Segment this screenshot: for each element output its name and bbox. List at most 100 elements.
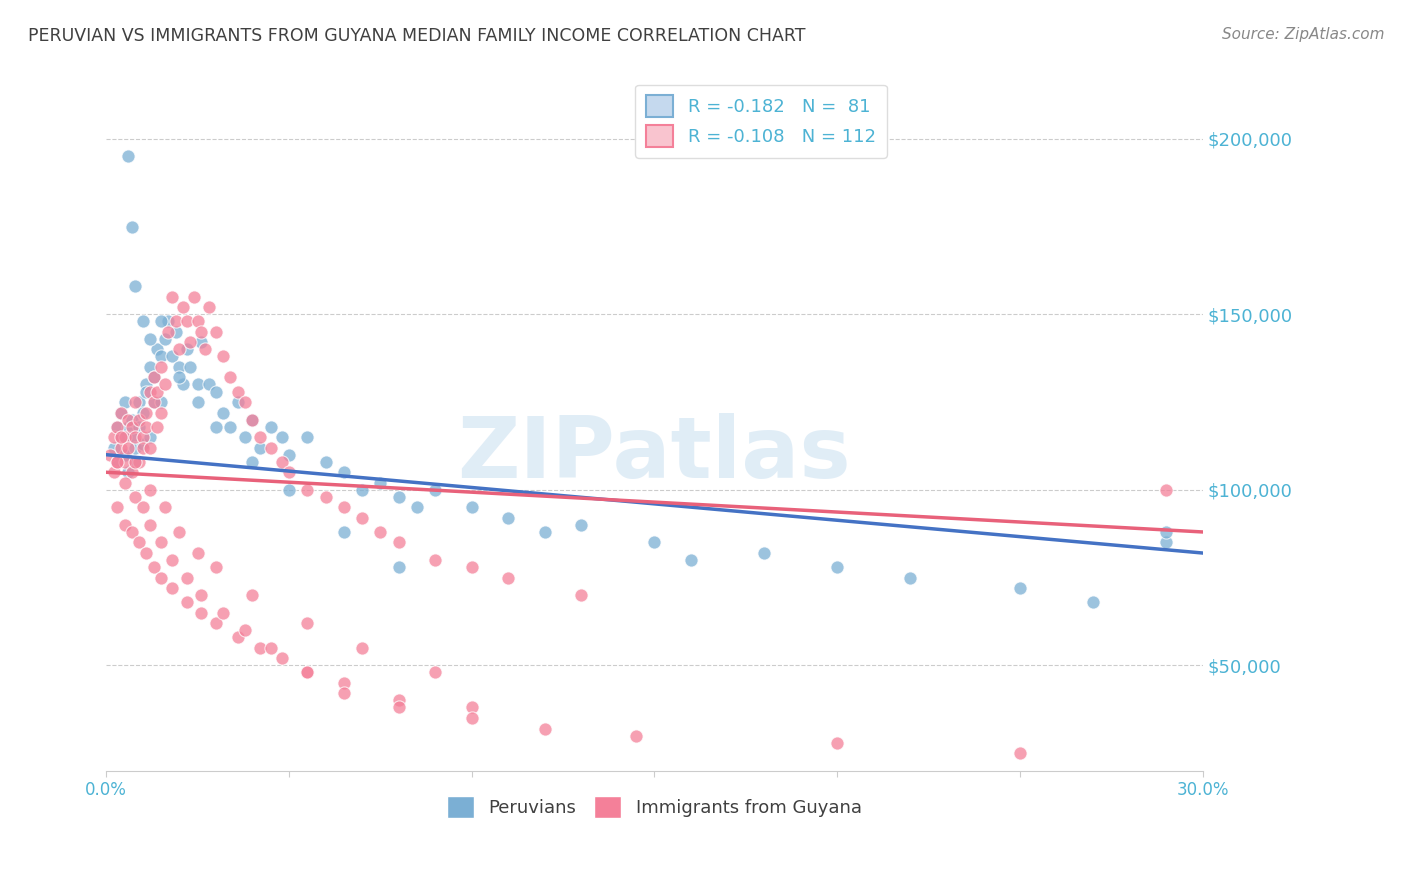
Point (157, 314, 180, 328)
Point (105, 419, 128, 434)
Point (679, 553, 702, 567)
Point (242, 412, 264, 426)
Point (132, 441, 155, 455)
Point (124, 490, 146, 504)
Point (176, 595, 198, 609)
Point (205, 325, 228, 339)
Point (110, 406, 132, 420)
Point (190, 588, 212, 602)
Point (135, 419, 157, 434)
Point (533, 524, 555, 539)
Point (160, 290, 183, 304)
Point (128, 412, 150, 426)
Point (105, 455, 128, 469)
Point (128, 455, 150, 469)
Point (135, 406, 157, 420)
Point (135, 377, 157, 392)
Point (103, 430, 125, 444)
Point (172, 377, 194, 392)
Point (260, 441, 283, 455)
Point (1154, 483, 1177, 497)
Point (370, 475, 392, 490)
Point (114, 455, 136, 469)
Point (142, 395, 165, 409)
Point (226, 395, 249, 409)
Point (110, 430, 132, 444)
Point (352, 640, 374, 655)
Point (150, 535, 173, 549)
Point (898, 571, 921, 585)
Point (219, 370, 242, 384)
Point (205, 419, 228, 434)
Point (569, 588, 592, 602)
Point (121, 465, 143, 479)
Point (117, 149, 139, 163)
Point (142, 560, 165, 574)
Point (405, 500, 427, 515)
Point (212, 350, 235, 364)
Point (624, 729, 647, 743)
Point (114, 430, 136, 444)
Point (190, 325, 212, 339)
Point (226, 630, 249, 644)
Point (297, 430, 319, 444)
Point (142, 370, 165, 384)
Point (460, 700, 482, 714)
Point (169, 370, 191, 384)
Point (197, 300, 219, 314)
Point (139, 359, 162, 374)
Point (297, 665, 319, 680)
Point (423, 553, 446, 567)
Point (117, 412, 139, 426)
Point (387, 560, 409, 574)
Point (315, 490, 337, 504)
Point (187, 377, 209, 392)
Point (153, 500, 176, 515)
Point (165, 314, 187, 328)
Point (387, 535, 409, 549)
Point (752, 546, 775, 560)
Text: PERUVIAN VS IMMIGRANTS FROM GUYANA MEDIAN FAMILY INCOME CORRELATION CHART: PERUVIAN VS IMMIGRANTS FROM GUYANA MEDIA… (28, 27, 806, 45)
Point (270, 430, 292, 444)
Point (242, 412, 264, 426)
Point (569, 517, 592, 532)
Point (146, 343, 169, 357)
Point (98, 448, 121, 462)
Text: ZIPatlas: ZIPatlas (457, 413, 851, 496)
Point (205, 384, 228, 399)
Point (135, 546, 157, 560)
Point (387, 693, 409, 707)
Point (105, 500, 128, 515)
Point (132, 430, 155, 444)
Point (249, 430, 271, 444)
Point (315, 455, 337, 469)
Point (124, 430, 146, 444)
Point (212, 606, 235, 620)
Point (121, 412, 143, 426)
Point (142, 370, 165, 384)
Point (139, 483, 162, 497)
Point (114, 448, 136, 462)
Point (278, 448, 301, 462)
Point (423, 483, 446, 497)
Point (825, 560, 848, 574)
Point (460, 500, 482, 515)
Text: Source: ZipAtlas.com: Source: ZipAtlas.com (1222, 27, 1385, 42)
Point (139, 384, 162, 399)
Point (150, 395, 173, 409)
Point (423, 665, 446, 680)
Point (169, 359, 191, 374)
Point (157, 325, 180, 339)
Point (233, 430, 256, 444)
Point (150, 571, 173, 585)
Point (105, 455, 128, 469)
Point (160, 553, 183, 567)
Point (139, 430, 162, 444)
Point (128, 535, 150, 549)
Point (190, 335, 212, 350)
Point (150, 314, 173, 328)
Point (187, 395, 209, 409)
Point (117, 465, 139, 479)
Point (197, 377, 219, 392)
Point (110, 441, 132, 455)
